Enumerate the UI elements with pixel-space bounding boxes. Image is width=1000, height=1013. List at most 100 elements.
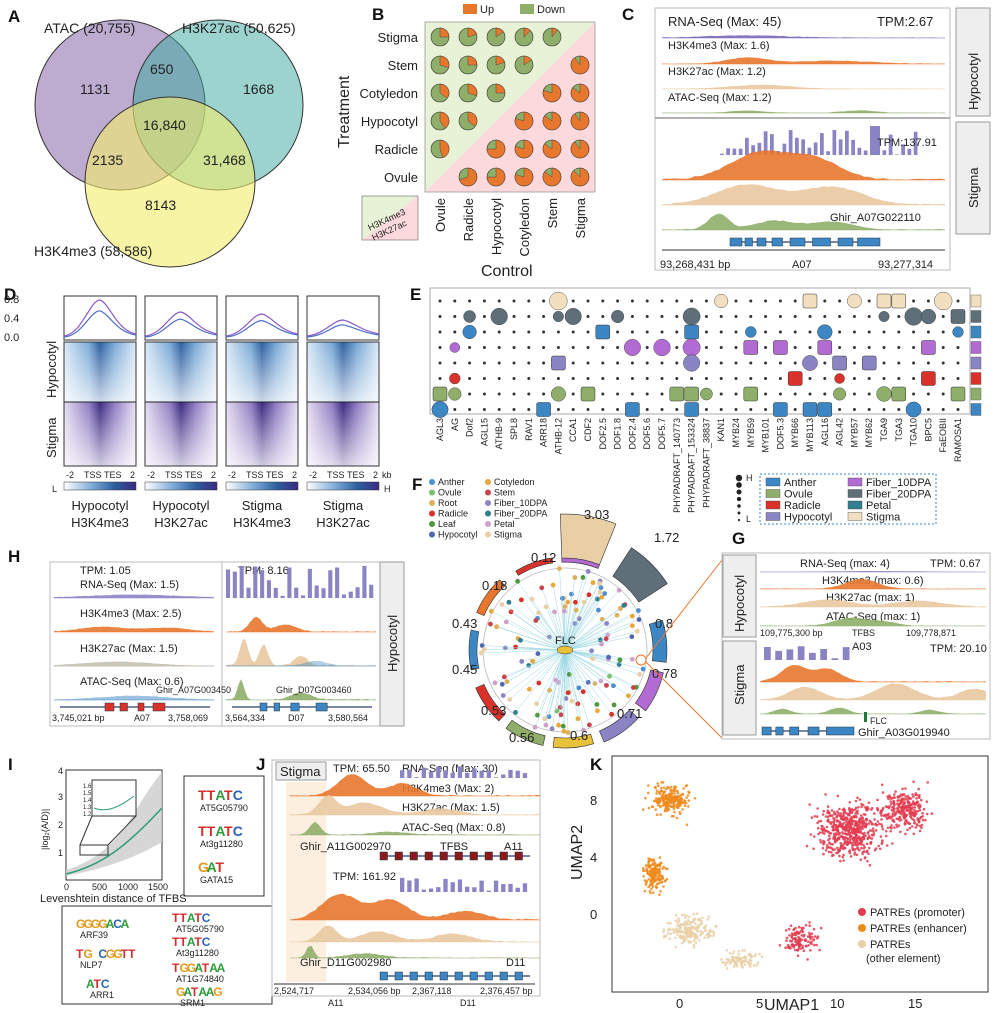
k-point-promoter bbox=[806, 935, 810, 938]
k-point-promoter bbox=[864, 806, 867, 809]
g-hyp-k4 bbox=[760, 578, 986, 589]
e-dot-mark bbox=[468, 346, 472, 349]
e-dot-mark bbox=[852, 361, 856, 365]
k-point-promoter bbox=[856, 812, 859, 815]
f-node bbox=[535, 651, 541, 657]
k-point-promoter bbox=[899, 830, 902, 834]
e-dot-mark bbox=[719, 361, 723, 365]
k-point-other bbox=[736, 964, 739, 968]
k-point-promoter bbox=[819, 819, 823, 823]
f-legend-label: Stigma bbox=[494, 530, 522, 540]
k-point-promoter bbox=[835, 851, 838, 855]
k-point-promoter bbox=[913, 806, 917, 809]
f-edge bbox=[538, 649, 566, 684]
k-point-promoter bbox=[906, 821, 909, 824]
f-legend-label: Fiber_10DPA bbox=[494, 498, 547, 508]
k-point-other bbox=[676, 921, 679, 925]
k-point-other bbox=[707, 915, 711, 918]
k-point-other bbox=[692, 943, 696, 947]
k-point-promoter bbox=[813, 935, 817, 938]
k-point-other bbox=[681, 931, 684, 934]
e-dot-mark bbox=[438, 346, 442, 349]
k-point-enhancer bbox=[655, 792, 658, 795]
panel-i: I 4 3 2 1 0 500 1000 1500 |log₂(A/D)| Le… bbox=[8, 755, 273, 1008]
e-dot-mark bbox=[542, 330, 546, 334]
k-point-promoter bbox=[800, 928, 804, 931]
k-point-promoter bbox=[872, 830, 875, 833]
k-point-other bbox=[669, 932, 673, 936]
f-node bbox=[590, 656, 596, 662]
k-point-promoter bbox=[830, 809, 834, 812]
e-square-mark bbox=[950, 386, 966, 402]
k-point-promoter bbox=[911, 817, 914, 821]
e-legend-swatch bbox=[765, 489, 781, 498]
c-stig-k27 bbox=[662, 184, 945, 205]
f-node bbox=[536, 610, 541, 616]
k-point-enhancer bbox=[662, 801, 665, 805]
k-point-promoter bbox=[826, 805, 830, 808]
e-row-color bbox=[970, 387, 982, 401]
i-logo-glyph: T bbox=[191, 985, 199, 999]
k-point-other bbox=[756, 961, 760, 965]
f-node bbox=[630, 685, 636, 690]
e-dot-mark bbox=[793, 408, 797, 411]
h-gene-a-exon bbox=[137, 702, 145, 712]
g-flc-label: FLC bbox=[870, 716, 888, 726]
k-point-enhancer bbox=[662, 865, 666, 869]
e-dot-mark bbox=[542, 392, 546, 396]
e-size-dot bbox=[735, 474, 743, 482]
e-dot-mark bbox=[808, 330, 812, 334]
e-dot-mark bbox=[897, 315, 901, 318]
venn-region-k27-only: 1668 bbox=[243, 81, 274, 97]
k-point-enhancer bbox=[673, 810, 676, 814]
k-point-promoter bbox=[896, 807, 899, 810]
k-point-promoter bbox=[848, 839, 852, 842]
k-point-promoter bbox=[918, 829, 922, 833]
f-edge bbox=[503, 649, 566, 696]
f-bar-segment bbox=[468, 629, 480, 671]
c-gene-exon bbox=[729, 237, 743, 247]
k-point-promoter bbox=[786, 943, 790, 947]
k-point-enhancer bbox=[662, 786, 666, 789]
f-node bbox=[581, 727, 586, 733]
k-point-promoter bbox=[897, 803, 900, 807]
k-ytick-0: 0 bbox=[590, 907, 597, 922]
k-point-promoter bbox=[839, 812, 843, 815]
f-bar-value: 3.03 bbox=[584, 507, 609, 522]
e-dot-mark bbox=[867, 315, 871, 318]
k-point-promoter bbox=[908, 805, 912, 809]
k-point-promoter bbox=[784, 946, 787, 949]
e-dot-mark bbox=[912, 330, 916, 334]
e-dot-mark bbox=[956, 346, 960, 349]
e-dot-mark bbox=[482, 377, 486, 380]
k-point-promoter bbox=[826, 815, 830, 818]
k-point-promoter bbox=[897, 824, 901, 827]
e-dot-mark bbox=[867, 299, 871, 303]
k-point-promoter bbox=[852, 826, 856, 830]
f-node bbox=[629, 634, 635, 640]
k-legend-dot-other bbox=[858, 940, 866, 948]
f-node bbox=[562, 604, 568, 609]
e-legend-label: Radicle bbox=[784, 500, 821, 512]
i-logo-glyph: A bbox=[207, 859, 217, 875]
i-logo-glyph: T bbox=[172, 935, 180, 949]
k-point-other bbox=[666, 921, 670, 925]
d-row-stigma: Stigma bbox=[44, 417, 59, 458]
j-tpm1: TPM: 65.50 bbox=[333, 763, 390, 775]
k-point-promoter bbox=[849, 855, 853, 858]
f-node bbox=[499, 602, 505, 607]
e-dot-mark bbox=[675, 299, 679, 303]
k-point-other bbox=[748, 958, 752, 961]
f-node bbox=[546, 714, 552, 720]
k-point-promoter bbox=[878, 822, 881, 826]
d-xtick: TSS bbox=[165, 470, 183, 480]
c-coord-start: 93,268,431 bp bbox=[660, 259, 730, 271]
f-legend-label: Cotyledon bbox=[494, 477, 535, 487]
e-tf-label: RAMOSA1 bbox=[953, 418, 963, 462]
e-dot-mark bbox=[601, 315, 605, 318]
j-gene-d-exon bbox=[484, 971, 493, 981]
d-profile-line-1 bbox=[63, 299, 137, 337]
f-edge bbox=[536, 649, 566, 704]
c-gene-exon bbox=[744, 237, 753, 247]
j-gene-d-exon bbox=[424, 971, 433, 981]
